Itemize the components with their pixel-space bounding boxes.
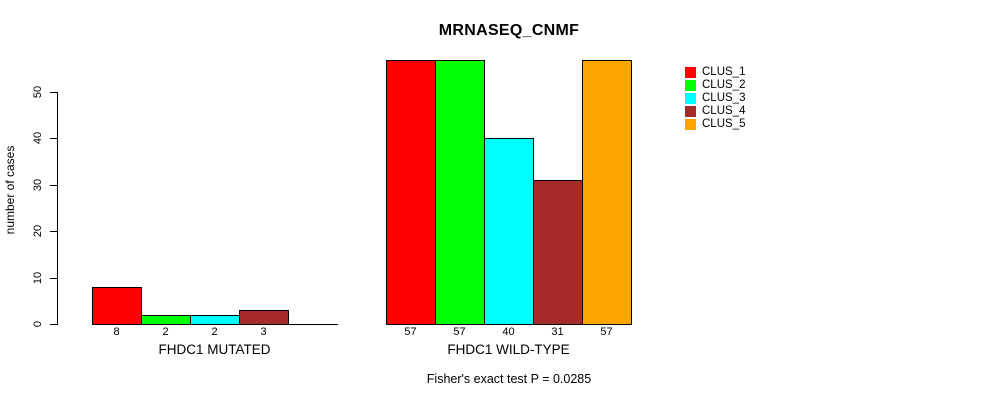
y-tick-label: 40 <box>32 132 44 145</box>
fisher-test-annotation: Fisher's exact test P = 0.0285 <box>426 372 592 386</box>
legend: CLUS_1 CLUS_2 CLUS_3 CLUS_4 CLUS_5 <box>685 66 745 131</box>
y-axis-line <box>57 92 58 325</box>
legend-label: CLUS_4 <box>702 105 746 117</box>
y-axis-tick <box>50 231 57 233</box>
bar-clus_1 <box>386 60 436 325</box>
bar-value-label: 2 <box>211 326 218 338</box>
y-axis-label: number of cases <box>3 145 17 235</box>
legend-label: CLUS_1 <box>702 66 746 78</box>
y-tick-label: 10 <box>32 271 44 284</box>
y-tick-label: 20 <box>32 225 44 238</box>
legend-swatch-icon <box>685 93 696 104</box>
y-axis-tick <box>50 92 57 93</box>
legend-item-clus_1: CLUS_1 <box>685 66 745 79</box>
legend-label: CLUS_2 <box>702 79 746 91</box>
bar-value-label: 57 <box>404 326 417 338</box>
legend-swatch-icon <box>685 67 696 78</box>
legend-swatch-icon <box>685 119 696 130</box>
bar-clus_4 <box>533 180 583 325</box>
y-tick-label: 50 <box>32 85 44 99</box>
y-axis-tick <box>50 277 57 279</box>
legend-label: CLUS_3 <box>702 92 746 104</box>
bar-clus_2 <box>435 60 485 325</box>
legend-label: CLUS_5 <box>702 118 746 130</box>
bar-value-label: 40 <box>502 326 515 338</box>
legend-swatch-icon <box>685 106 696 117</box>
x-axis-group-label: FHDC1 WILD-TYPE <box>447 342 570 357</box>
y-tick-label: 0 <box>32 320 44 328</box>
bar-value-label: 8 <box>113 326 120 338</box>
legend-item-clus_2: CLUS_2 <box>685 79 745 92</box>
bar-value-label: 3 <box>260 326 267 338</box>
chart-title: MRNASEQ_CNMF <box>438 22 580 39</box>
bar-value-label: 2 <box>162 326 169 338</box>
y-axis-tick <box>50 184 57 186</box>
bar-clus_5 <box>582 60 632 325</box>
bar-clus_3 <box>190 315 240 325</box>
y-tick-label: 30 <box>32 178 44 191</box>
bar-clus_3 <box>484 138 534 325</box>
legend-swatch-icon <box>685 80 696 91</box>
bar-value-label: 31 <box>551 326 564 338</box>
y-axis-tick <box>50 138 57 140</box>
bar-value-label: 57 <box>600 326 613 338</box>
bar-value-label: 57 <box>453 326 466 338</box>
legend-item-clus_4: CLUS_4 <box>685 105 745 118</box>
x-axis-group-label: FHDC1 MUTATED <box>158 342 271 357</box>
bar-clus_1 <box>92 287 142 325</box>
y-axis-tick <box>50 324 57 325</box>
legend-item-clus_5: CLUS_5 <box>685 118 745 131</box>
bar-clus_4 <box>239 310 289 325</box>
legend-item-clus_3: CLUS_3 <box>685 92 745 105</box>
bar-clus_2 <box>141 315 191 325</box>
